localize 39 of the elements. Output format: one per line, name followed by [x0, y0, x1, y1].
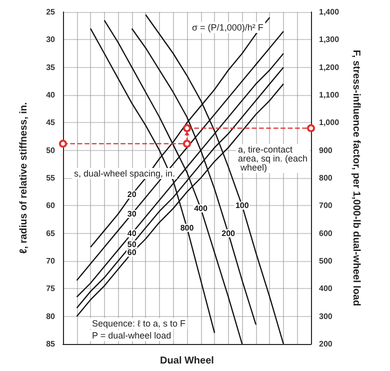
y-tick-label: 55	[46, 174, 56, 182]
annotation: a, tire-contact area, sq in. (each wheel)	[238, 144, 308, 172]
series-label: 30	[127, 209, 137, 218]
series-label: 20	[127, 190, 137, 200]
y2-tick-label: 900	[319, 146, 333, 155]
annotation: Sequence: ℓ to a, s to F	[92, 318, 186, 328]
y2-tick-label: 300	[319, 312, 333, 321]
y-tick-label: 45	[46, 118, 56, 128]
y-tick-label: 25	[46, 8, 56, 16]
y2-tick-label: 1,300	[319, 35, 340, 44]
y2-tick-label: 1,200	[319, 62, 340, 72]
annotation: σ = (P/1,000)/h² F	[192, 22, 264, 32]
y-tick-label: 35	[46, 62, 56, 72]
y2-tick-label: 600	[319, 228, 333, 238]
y2-tick-label: 1,100	[319, 90, 340, 100]
y-tick-label: 50	[46, 146, 56, 155]
y-tick-label: 30	[46, 35, 56, 44]
y2-tick-label: 1,400	[319, 8, 340, 16]
y2-tick-label: 200	[319, 340, 333, 348]
y2-tick-label: 700	[319, 201, 333, 210]
y2-axis-title: F, stress-influence factor, per 1,000-lb dual-wheel load	[350, 50, 362, 306]
y-tick-label: 75	[46, 284, 56, 294]
y-tick-label: 65	[46, 228, 56, 238]
annotation: s, dual-wheel spacing, in.	[74, 168, 176, 178]
y2-tick-label: 1,000	[319, 118, 340, 128]
annotation: P = dual-wheel load	[92, 330, 172, 340]
y2-tick-label: 500	[319, 256, 333, 266]
y-axis-title: ℓ, radius of relative stiffness, in.	[18, 102, 30, 254]
y-tick-label: 70	[46, 256, 56, 266]
series-label: 50	[127, 240, 137, 249]
x-axis-title: Dual Wheel	[160, 356, 214, 366]
y-tick-label: 85	[46, 340, 56, 348]
y2-tick-label: 800	[319, 174, 333, 182]
y-tick-label: 60	[46, 201, 56, 210]
y-tick-label: 80	[46, 312, 56, 321]
y2-tick-label: 400	[319, 284, 333, 294]
y-tick-label: 40	[46, 90, 56, 100]
series-label: 40	[127, 228, 137, 238]
series-label: 60	[127, 248, 137, 258]
